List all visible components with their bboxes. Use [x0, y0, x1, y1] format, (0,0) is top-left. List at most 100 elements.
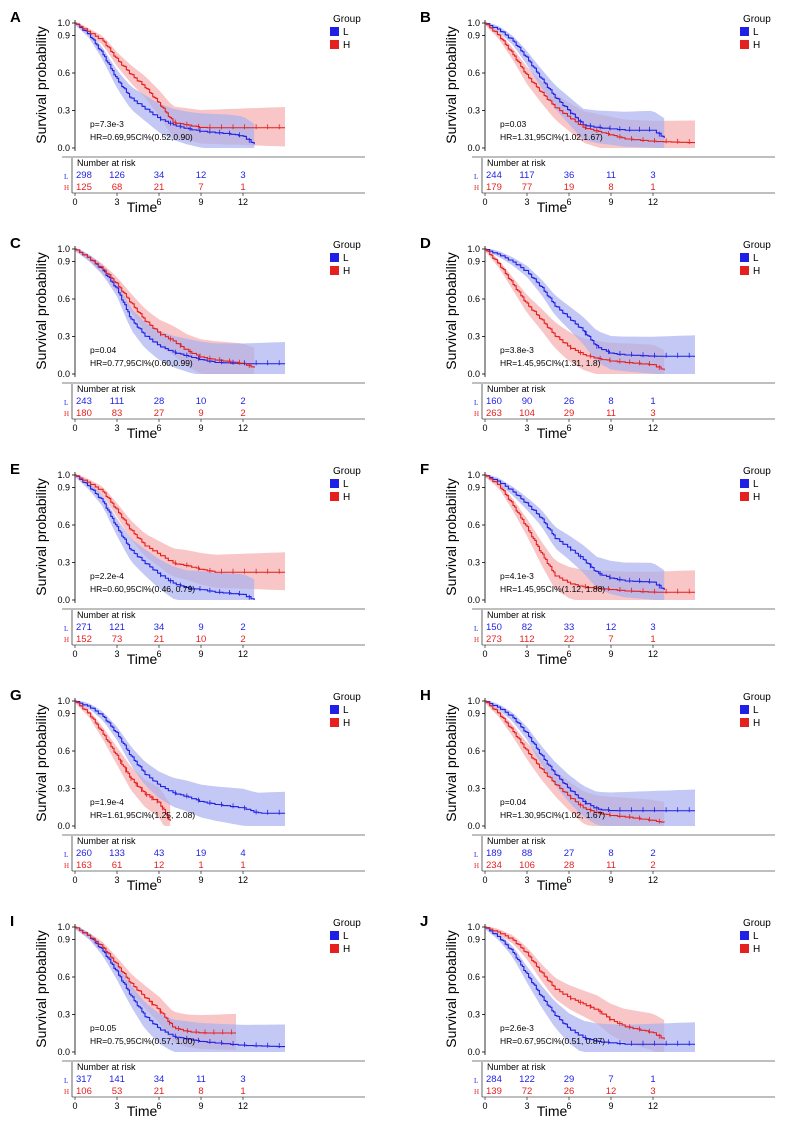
p-value-text: p=4.1e-3: [500, 571, 534, 581]
risk-count-L: 29: [564, 1074, 575, 1085]
y-tick-label: 0.6: [57, 972, 70, 982]
risk-row-label-H: H: [64, 636, 69, 644]
risk-count-H: 11: [606, 860, 616, 871]
x-tick-label: 6: [566, 423, 571, 433]
x-tick-label: 9: [608, 875, 613, 885]
y-tick-label: 0.3: [57, 784, 70, 794]
ci-band-L: [75, 475, 255, 600]
y-tick-label: 1.0: [57, 922, 70, 932]
y-tick-label: 0.9: [467, 709, 480, 719]
risk-table-header: Number at risk: [77, 384, 136, 394]
km-plot-svg: F Survival probability 0.0 0.3 0.6 0.9 1.0 p=4.…: [420, 461, 775, 667]
x-tick-label: 3: [524, 649, 529, 659]
km-plot-svg: J Survival probability 0.0 0.3 0.6 0.9 1.0 p=2.…: [420, 913, 775, 1119]
x-axis-label: Time: [537, 199, 568, 215]
survival-line-H: [485, 248, 665, 371]
km-panel-G: G Survival probability 0.0 0.3 0.6 0.9 1.0 p=1.…: [0, 678, 390, 902]
x-tick-label: 9: [608, 649, 613, 659]
risk-count-L: 284: [486, 1074, 502, 1085]
risk-count-L: 88: [522, 848, 533, 859]
risk-count-L: 12: [196, 170, 207, 181]
legend-swatch-H: [330, 492, 339, 501]
risk-row-label-L: L: [64, 1077, 68, 1085]
y-tick-label: 0.3: [467, 332, 480, 342]
km-plot-svg: E Survival probability 0.0 0.3 0.6 0.9 1.0 p=2.…: [10, 461, 365, 667]
survival-line-H: [75, 474, 285, 573]
risk-row-label-L: L: [64, 173, 68, 181]
y-tick-label: 0.0: [57, 1047, 70, 1057]
y-tick-label: 0.9: [467, 483, 480, 493]
y-tick-label: 0.3: [57, 1010, 70, 1020]
risk-count-L: 28: [154, 396, 165, 407]
y-tick-label: 0.3: [57, 558, 70, 568]
x-tick-label: 6: [156, 649, 161, 659]
risk-count-L: 317: [76, 1074, 92, 1085]
risk-count-L: 133: [109, 848, 125, 859]
risk-count-H: 179: [486, 182, 502, 193]
y-tick-label: 0.0: [467, 595, 480, 605]
legend-swatch-H: [740, 718, 749, 727]
hazard-ratio-text: HR=1.45,95CI%(1.12, 1.88): [500, 584, 605, 594]
ci-band-H: [485, 927, 665, 1052]
y-tick-label: 0.0: [467, 1047, 480, 1057]
legend-swatch-H: [740, 40, 749, 49]
y-tick-label: 0.0: [57, 821, 70, 831]
y-tick-label: 0.9: [57, 483, 70, 493]
km-panel-I: I Survival probability 0.0 0.3 0.6 0.9 1.0 p=0.…: [0, 904, 390, 1128]
risk-count-L: 244: [486, 170, 502, 181]
hazard-ratio-text: HR=0.69,95CI%(0.52,0.90): [90, 132, 193, 142]
legend-swatch-L: [740, 27, 749, 36]
risk-table-header: Number at risk: [487, 1062, 546, 1072]
risk-count-L: 33: [564, 622, 575, 633]
legend-label-L: L: [343, 27, 349, 38]
hazard-ratio-text: HR=0.60,95CI%(0.46, 0.79): [90, 584, 195, 594]
risk-row-label-H: H: [474, 636, 479, 644]
risk-count-L: 122: [519, 1074, 535, 1085]
x-tick-label: 3: [524, 423, 529, 433]
risk-row-label-H: H: [64, 1088, 69, 1096]
legend-title: Group: [743, 466, 771, 477]
legend-label-L: L: [753, 27, 759, 38]
survival-line-L: [485, 248, 695, 357]
risk-count-H: 7: [608, 634, 613, 645]
legend-swatch-H: [330, 944, 339, 953]
p-value-text: p=0.04: [90, 345, 117, 355]
risk-row-label-L: L: [64, 851, 68, 859]
risk-count-L: 26: [564, 396, 575, 407]
risk-row-label-H: H: [474, 1088, 479, 1096]
y-tick-label: 0.6: [467, 68, 480, 78]
risk-table-header: Number at risk: [487, 610, 546, 620]
x-tick-label: 12: [238, 1101, 248, 1111]
risk-count-L: 117: [519, 170, 534, 181]
x-tick-label: 3: [524, 875, 529, 885]
panel-letter: H: [420, 687, 431, 704]
legend-label-L: L: [343, 931, 349, 942]
risk-count-H: 104: [519, 408, 535, 419]
x-tick-label: 9: [608, 1101, 613, 1111]
risk-row-label-L: L: [474, 1077, 478, 1085]
x-tick-label: 3: [114, 1101, 119, 1111]
ci-band-L: [75, 23, 255, 148]
km-panel-J: J Survival probability 0.0 0.3 0.6 0.9 1.0 p=2.…: [410, 904, 789, 1128]
p-value-text: p=3.8e-3: [500, 345, 534, 355]
x-tick-label: 0: [482, 1101, 487, 1111]
risk-count-H: 77: [522, 182, 533, 193]
survival-line-H: [485, 700, 665, 823]
legend-label-L: L: [753, 479, 759, 490]
x-tick-label: 3: [114, 649, 119, 659]
legend-label-H: H: [343, 40, 350, 51]
survival-line-H: [75, 926, 236, 1034]
risk-count-L: 271: [76, 622, 92, 633]
legend-swatch-L: [330, 479, 339, 488]
x-tick-label: 6: [156, 1101, 161, 1111]
risk-count-L: 11: [606, 170, 616, 181]
y-axis-label: Survival probability: [33, 26, 49, 144]
risk-count-H: 28: [564, 860, 575, 871]
x-tick-label: 3: [524, 197, 529, 207]
km-panel-E: E Survival probability 0.0 0.3 0.6 0.9 1.0 p=2.…: [0, 452, 390, 676]
legend-swatch-H: [740, 492, 749, 501]
legend-label-H: H: [753, 944, 760, 955]
x-axis-label: Time: [127, 425, 158, 441]
x-tick-label: 0: [72, 423, 77, 433]
